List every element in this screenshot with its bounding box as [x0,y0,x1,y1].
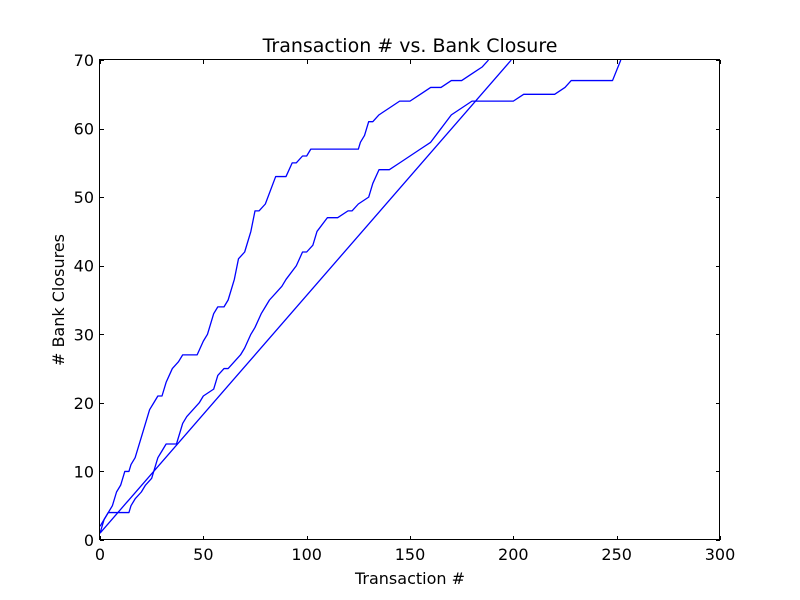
x-axis-label: Transaction # [354,569,465,588]
y-tick-label: 20 [74,394,94,413]
y-tick-label: 40 [74,257,94,276]
series-line-2 [99,59,622,527]
x-tick-label: 250 [601,545,632,564]
x-tick-label: 0 [95,545,105,564]
x-tick-label: 50 [193,545,213,564]
chart-title: Transaction # vs. Bank Closure [262,35,558,57]
ticks-layer: 0 50 100 150 200 250 300 0 10 20 30 40 50 60 70 [74,51,736,564]
x-tick-label: 150 [395,545,426,564]
x-tick-label: 300 [705,545,736,564]
x-tick-label: 100 [291,545,322,564]
series-layer [99,59,622,534]
plot-frame [99,59,720,540]
y-tick-label: 50 [74,188,94,207]
y-tick-label: 0 [84,531,94,550]
series-line-1 [99,59,490,534]
y-axis-label: # Bank Closures [49,234,68,366]
y-tick-label: 70 [74,51,94,70]
series-line-3 [99,59,512,534]
x-tick-label: 200 [498,545,529,564]
y-tick-label: 60 [74,120,94,139]
y-tick-label: 10 [74,462,94,481]
y-tick-label: 30 [74,325,94,344]
